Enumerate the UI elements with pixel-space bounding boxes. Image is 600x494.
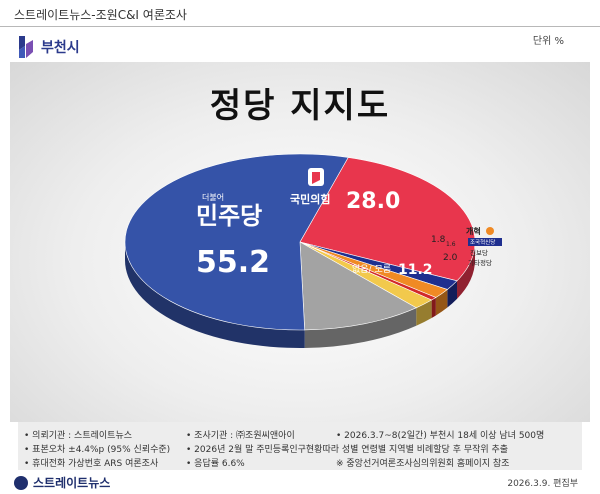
pie-side-2 (447, 280, 458, 308)
pie-side-6 (304, 307, 417, 348)
note-error: • 표본오차 ±4.4%p (95% 신뢰수준) (24, 445, 171, 455)
chart-title: 정당 지지도 (209, 86, 391, 126)
party-label-jinbo: 진보당 (470, 248, 488, 257)
brand-name: 스트레이트뉴스 (33, 476, 111, 490)
value-label-cho: 1.8 (431, 235, 446, 245)
credit-line: 2026.3.9. 편집부 (507, 479, 578, 489)
survey-notes: • 의뢰기관 : 스트레이트뉴스 • 조사기관 : ㈜조원씨앤아이 • 2026… (18, 422, 582, 470)
slice-label-minjoo: 민주당 (196, 202, 262, 230)
brand: 스트레이트뉴스 (14, 474, 110, 491)
value-label-ppp: 28.0 (346, 189, 400, 214)
unit-label: 단위 % (532, 36, 564, 47)
region-badge: 부천시 (16, 32, 80, 62)
value-label-etc: 2.0 (443, 253, 458, 263)
gaehyeok-logo-icon (486, 227, 494, 235)
source-line: 스트레이트뉴스-조원C&I 여론조사 (14, 8, 187, 22)
region-name: 부천시 (41, 40, 80, 56)
pie-slice-국민의힘 (299, 157, 476, 282)
note-response: • 응답률 6.6% (186, 459, 245, 469)
bucheon-logo-icon (19, 36, 33, 58)
note-reference: ※ 중앙선거여론조사심의위원회 홈페이지 참조 (336, 459, 510, 469)
pie-chart: 더불어 민주당 55.2 국민의힘 28.0 1.8 1.6 2.0 개혁 조국… (124, 153, 502, 348)
pie-slice-더불어민주당 (124, 153, 349, 331)
value-label-jinbo: 1.6 (446, 241, 456, 248)
note-agency: • 조사기관 : ㈜조원씨앤아이 (186, 431, 295, 441)
pie-side-4 (431, 297, 436, 318)
slice-label-minjoo-small: 더불어 (202, 192, 224, 202)
value-label-minjoo: 55.2 (196, 245, 270, 280)
ppp-logo-icon (308, 168, 324, 186)
note-client: • 의뢰기관 : 스트레이트뉴스 (24, 431, 133, 441)
party-label-etc: 기타정당 (468, 258, 492, 267)
note-method: • 휴대전화 가상번호 ARS 여론조사 (24, 459, 159, 469)
source-bar: 스트레이트뉴스-조원C&I 여론조사 (0, 0, 600, 27)
footer-bar: 스트레이트뉴스 2026.3.9. 편집부 (0, 470, 600, 494)
party-label-gaehyeok: 개혁 (466, 226, 481, 236)
slice-label-none: 없음/ 모름 (352, 264, 391, 275)
slice-label-ppp: 국민의힘 (290, 192, 330, 206)
party-label-cho: 조국혁신당 (470, 238, 495, 246)
note-sampling: • 2026년 2월 말 주민등록인구현황따라 성별 연령별 지역별 비례할당 … (186, 445, 509, 455)
straightnews-logo-icon (14, 475, 28, 490)
pie-slice-없음/모름 (299, 241, 417, 331)
pie-side-0 (125, 242, 305, 348)
value-label-none: 11.2 (398, 262, 433, 278)
note-period: • 2026.3.7~8(2일간) 부천시 18세 이상 남녀 500명 (336, 431, 545, 441)
pie-side-5 (416, 299, 432, 326)
cho-party-badge (468, 238, 502, 246)
